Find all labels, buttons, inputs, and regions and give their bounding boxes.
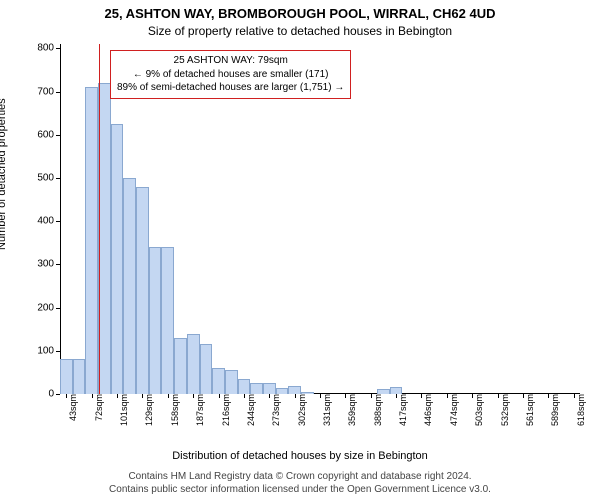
annotation-line: 89% of semi-detached houses are larger (… [117,81,344,95]
histogram-bar [390,387,403,394]
x-tick-mark [168,394,169,398]
histogram-bar [123,178,136,394]
x-tick-mark [269,394,270,398]
x-tick-label: 589sqm [548,394,560,426]
x-tick-mark [548,394,549,398]
histogram-bar [187,334,200,394]
x-tick-mark [472,394,473,398]
x-tick-mark [219,394,220,398]
histogram-bar [212,368,225,394]
x-tick-mark [117,394,118,398]
chart-main-title: 25, ASHTON WAY, BROMBOROUGH POOL, WIRRAL… [0,6,600,21]
x-tick-mark [523,394,524,398]
y-tick-mark [56,221,60,222]
x-tick-label: 446sqm [421,394,433,426]
x-tick-mark [498,394,499,398]
x-tick-mark [345,394,346,398]
annotation-line: 25 ASHTON WAY: 79sqm [117,54,344,68]
footer-line-2: Contains public sector information licen… [0,483,600,496]
histogram-bar [288,386,301,394]
x-tick-label: 72sqm [92,394,104,421]
histogram-bar [161,247,174,394]
x-tick-mark [421,394,422,398]
x-tick-mark [92,394,93,398]
histogram-bar [263,383,276,394]
histogram-bar [174,338,187,394]
x-tick-mark [574,394,575,398]
histogram-bar [85,87,98,394]
histogram-bar [238,379,251,394]
x-tick-mark [396,394,397,398]
x-tick-label: 216sqm [219,394,231,426]
x-tick-label: 503sqm [472,394,484,426]
chart-footer: Contains HM Land Registry data © Crown c… [0,470,600,496]
y-tick-mark [56,92,60,93]
x-tick-label: 302sqm [295,394,307,426]
x-tick-mark [193,394,194,398]
x-tick-mark [244,394,245,398]
y-axis-label: Number of detached properties [0,98,8,250]
y-tick-mark [56,178,60,179]
x-tick-label: 388sqm [371,394,383,426]
x-tick-mark [295,394,296,398]
property-marker-line [99,44,100,394]
histogram-bar [149,247,162,394]
histogram-bar [73,359,86,394]
annotation-line: ← 9% of detached houses are smaller (171… [117,68,344,82]
chart-plot-area: 010020030040050060070080043sqm72sqm101sq… [60,44,580,394]
x-tick-label: 129sqm [142,394,154,426]
x-tick-label: 158sqm [168,394,180,426]
histogram-bar [250,383,263,394]
footer-line-1: Contains HM Land Registry data © Crown c… [0,470,600,483]
x-tick-mark [66,394,67,398]
histogram-bar [200,344,213,394]
histogram-bar [225,370,238,394]
histogram-bar [111,124,124,394]
x-tick-label: 359sqm [345,394,357,426]
x-tick-label: 187sqm [193,394,205,426]
x-tick-label: 244sqm [244,394,256,426]
y-tick-mark [56,48,60,49]
x-tick-mark [371,394,372,398]
y-tick-mark [56,135,60,136]
x-axis-label: Distribution of detached houses by size … [0,450,600,462]
histogram-bar [60,359,73,394]
x-tick-label: 43sqm [66,394,78,421]
histogram-bar [136,187,149,394]
x-tick-label: 532sqm [498,394,510,426]
x-tick-label: 561sqm [523,394,535,426]
y-tick-mark [56,264,60,265]
y-tick-mark [56,308,60,309]
x-tick-label: 101sqm [117,394,129,426]
x-tick-label: 417sqm [396,394,408,426]
x-tick-label: 331sqm [320,394,332,426]
annotation-box: 25 ASHTON WAY: 79sqm← 9% of detached hou… [110,50,351,99]
x-tick-label: 618sqm [574,394,586,426]
x-tick-mark [447,394,448,398]
chart-sub-title: Size of property relative to detached ho… [0,24,600,38]
x-tick-label: 474sqm [447,394,459,426]
y-tick-mark [56,351,60,352]
x-tick-label: 273sqm [269,394,281,426]
x-tick-mark [142,394,143,398]
y-tick-mark [56,394,60,395]
x-tick-mark [320,394,321,398]
